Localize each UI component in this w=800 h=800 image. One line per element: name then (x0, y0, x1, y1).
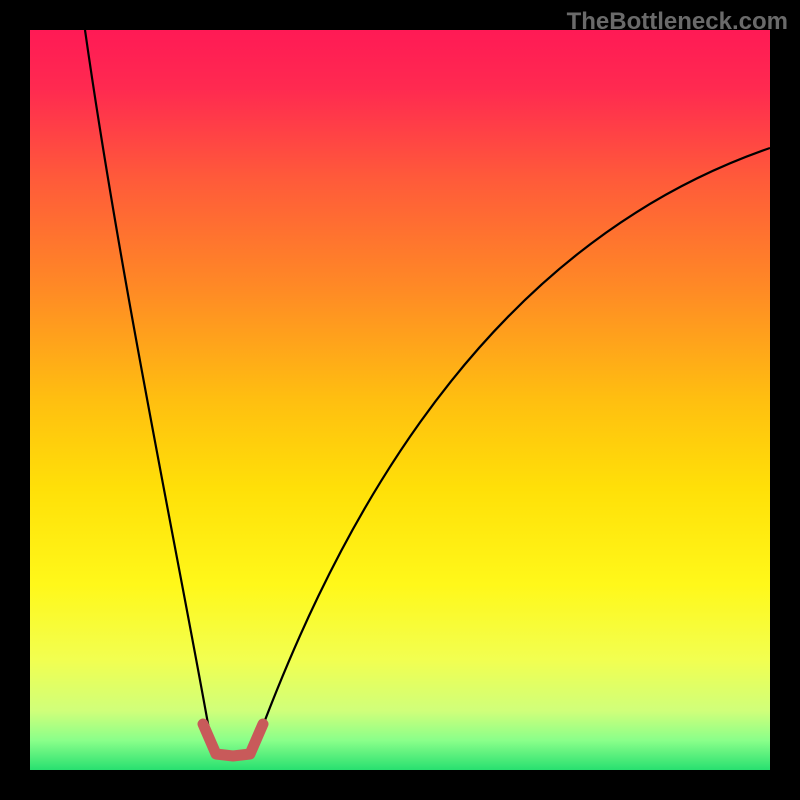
trough-marker (203, 724, 263, 756)
plot-area (30, 30, 770, 770)
curve-layer (30, 30, 770, 770)
bottleneck-curve (85, 30, 770, 752)
watermark-text: TheBottleneck.com (567, 8, 788, 36)
